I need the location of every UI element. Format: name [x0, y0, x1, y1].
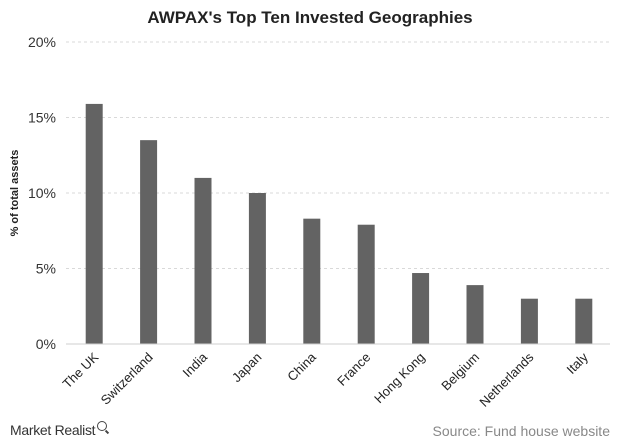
x-tick-label: Hong Kong	[371, 350, 428, 407]
bar-the-uk	[85, 103, 103, 344]
y-tick-label: 0%	[36, 336, 56, 352]
bar-belgium	[466, 285, 484, 344]
bar-hong-kong	[412, 273, 430, 344]
bar-switzerland	[140, 140, 158, 344]
x-tick-label: France	[334, 350, 373, 389]
brand-name: Market Realist	[10, 422, 96, 438]
bar-netherlands	[520, 298, 538, 344]
x-tick-label: India	[180, 349, 211, 380]
chart-title: AWPAX's Top Ten Invested Geographies	[147, 8, 473, 27]
x-tick-label: Switzerland	[98, 350, 156, 408]
bar-china	[303, 218, 321, 344]
brand-logo: Market Realist	[10, 421, 108, 438]
y-axis-label: % of total assets	[9, 150, 21, 237]
bar-france	[357, 224, 375, 344]
bar-italy	[575, 298, 593, 344]
x-tick-label: Belgium	[438, 350, 482, 394]
y-tick-label: 10%	[28, 185, 56, 201]
x-tick-label: Netherlands	[476, 349, 537, 410]
y-tick-label: 20%	[28, 34, 56, 50]
bar-japan	[248, 193, 266, 344]
bar-india	[194, 177, 212, 344]
y-tick-label: 15%	[28, 110, 56, 126]
magnifier-icon	[97, 421, 108, 431]
x-tick-label: The UK	[60, 349, 102, 391]
y-tick-label: 5%	[36, 261, 56, 277]
bars	[85, 103, 593, 344]
x-tick-label: Japan	[229, 350, 265, 386]
x-tick-label: Italy	[563, 349, 591, 377]
x-tick-label: China	[284, 349, 319, 384]
y-axis-ticks: 0% 5% 10% 15% 20%	[28, 34, 56, 352]
source-note: Source: Fund house website	[432, 423, 610, 439]
